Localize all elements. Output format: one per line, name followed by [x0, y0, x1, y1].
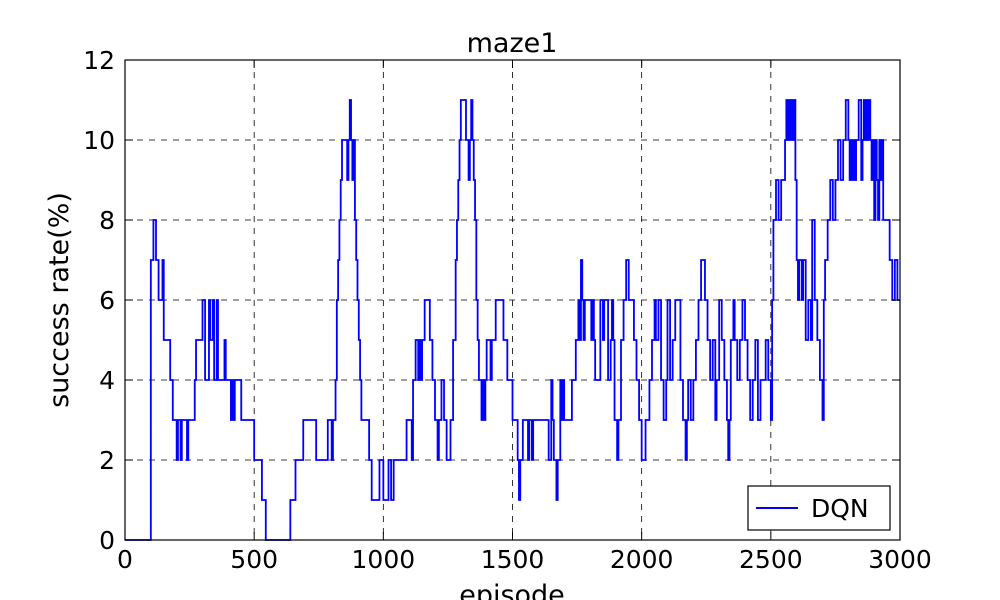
- x-tick-label: 500: [230, 545, 278, 574]
- x-tick-label: 2500: [739, 545, 803, 574]
- y-tick-label: 4: [99, 366, 115, 395]
- y-tick-label: 2: [99, 446, 115, 475]
- tick-labels: 0 500 1000 1500 2000 2500 3000 0 2 4 6 8 10 12: [83, 46, 932, 574]
- y-tick-label: 8: [99, 206, 115, 235]
- axis-ticks: [124, 59, 901, 541]
- series-lines: [125, 99, 900, 541]
- series-line-dqn: [125, 99, 900, 541]
- legend-label-dqn: DQN: [811, 494, 869, 523]
- x-tick-label: 0: [117, 545, 133, 574]
- x-tick-label: 1000: [352, 545, 416, 574]
- x-tick-label: 2000: [610, 545, 674, 574]
- chart-title: maze1: [467, 28, 558, 59]
- x-axis-label: episode: [459, 580, 565, 600]
- y-tick-label: 6: [99, 286, 115, 315]
- x-tick-label: 3000: [868, 545, 932, 574]
- legend: DQN: [747, 485, 891, 531]
- y-axis-label: success rate(%): [44, 192, 75, 408]
- y-tick-label: 12: [83, 46, 115, 75]
- y-tick-label: 0: [99, 526, 115, 555]
- x-tick-label: 1500: [481, 545, 545, 574]
- y-tick-label: 10: [83, 126, 115, 155]
